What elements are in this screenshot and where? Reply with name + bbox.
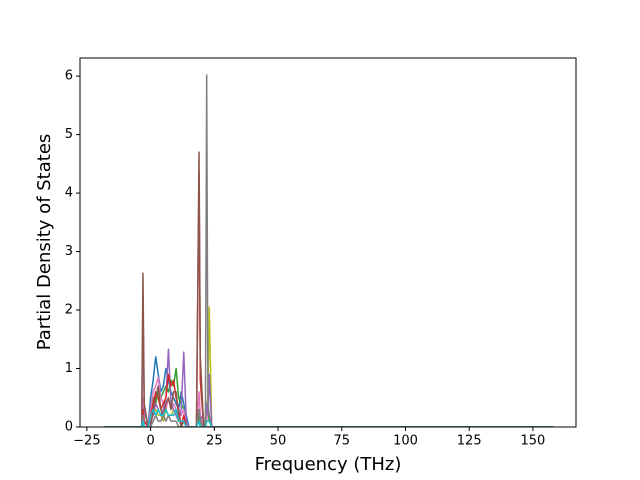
- y-tick-label: 1: [65, 361, 73, 376]
- x-tick-label: 75: [333, 434, 350, 449]
- y-axis-label: Partial Density of States: [34, 134, 55, 351]
- x-tick-label: 150: [521, 434, 546, 449]
- axes-frame: [79, 57, 577, 428]
- series-line: [104, 356, 554, 427]
- y-tick-label: 0: [65, 420, 73, 435]
- y-tick-label: 3: [65, 244, 73, 259]
- x-tick-label: 50: [270, 434, 287, 449]
- x-axis-label: Frequency (THz): [255, 454, 402, 475]
- y-tick-label: 4: [65, 186, 73, 201]
- y-tick-label: 2: [65, 303, 73, 318]
- series-line: [104, 171, 554, 427]
- series-line: [104, 297, 554, 427]
- x-tick-label: 125: [457, 434, 482, 449]
- x-tick-label: 0: [146, 434, 154, 449]
- plot-area: [104, 74, 554, 427]
- y-tick-label: 5: [65, 127, 73, 142]
- y-tick-label: 6: [65, 69, 73, 84]
- x-tick-label: 100: [393, 434, 418, 449]
- series-line: [104, 306, 554, 427]
- series-line: [104, 74, 554, 427]
- series-line: [104, 408, 554, 427]
- series-line: [104, 151, 554, 427]
- x-tick-label: −25: [73, 434, 100, 449]
- x-tick-label: 25: [206, 434, 223, 449]
